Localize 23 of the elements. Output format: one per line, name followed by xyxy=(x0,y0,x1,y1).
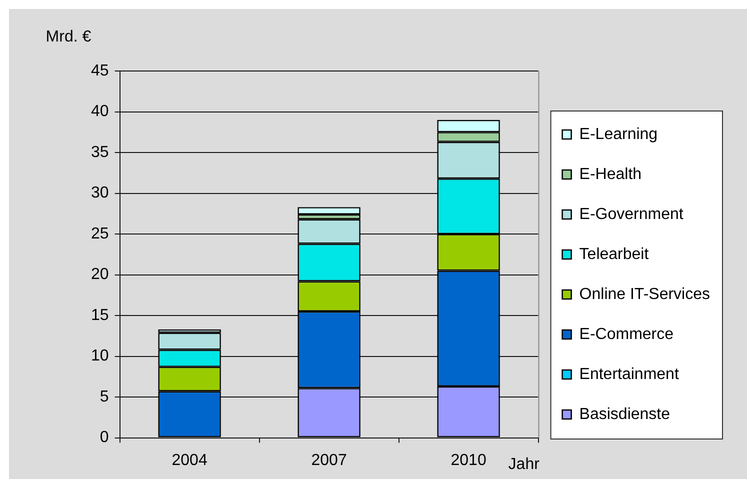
y-tick-label: 10 xyxy=(91,348,109,365)
x-axis-title: Jahr xyxy=(508,456,540,474)
y-tick-label: 30 xyxy=(91,184,109,202)
legend-label: E-Health xyxy=(579,166,642,183)
legend-label: Telearbeit xyxy=(579,246,650,263)
legend-label: Entertainment xyxy=(579,366,680,383)
y-tick-label: 40 xyxy=(91,103,109,120)
legend-label: Basisdienste xyxy=(579,406,670,423)
legend-label: E-Commerce xyxy=(579,326,674,343)
y-tick-label: 45 xyxy=(91,62,109,80)
y-tick-label: 20 xyxy=(91,266,109,284)
y-tick-label: 0 xyxy=(100,429,109,446)
x-tick-label: 2010 xyxy=(450,452,486,469)
x-tick-label: 2007 xyxy=(311,452,347,469)
y-axis-title: Mrd. € xyxy=(46,28,92,46)
y-tick-label: 15 xyxy=(91,306,109,324)
y-tick-label: 35 xyxy=(91,144,109,161)
legend-label: E-Government xyxy=(579,206,684,223)
y-tick-label: 5 xyxy=(100,388,109,406)
x-tick-label: 2004 xyxy=(172,452,208,469)
y-tick-label: 25 xyxy=(91,225,109,242)
legend-label: Online IT-Services xyxy=(579,286,710,303)
legend-label: E-Learning xyxy=(579,126,658,143)
